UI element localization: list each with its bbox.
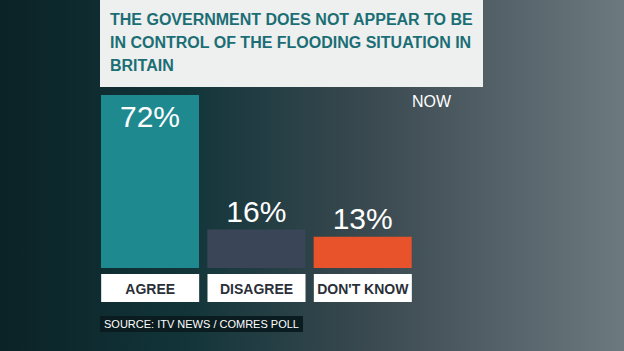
html-text:NOW: NOW bbox=[412, 93, 452, 110]
svg-text:16%: 16% bbox=[226, 195, 286, 228]
svg-text:72%: 72% bbox=[120, 100, 180, 133]
html-text:THE GOVERNMENT DOES NOT APPEAR: THE GOVERNMENT DOES NOT APPEAR TO BE IN … bbox=[110, 11, 473, 74]
svg-text:DISAGREE: DISAGREE bbox=[220, 281, 293, 297]
svg-text:AGREE: AGREE bbox=[125, 281, 175, 297]
html-text:SOURCE: ITV NEWS / COMRES POLL: SOURCE: ITV NEWS / COMRES POLL bbox=[104, 318, 299, 330]
svg-text:DON'T KNOW: DON'T KNOW bbox=[317, 281, 409, 297]
svg-text:13%: 13% bbox=[333, 202, 393, 235]
